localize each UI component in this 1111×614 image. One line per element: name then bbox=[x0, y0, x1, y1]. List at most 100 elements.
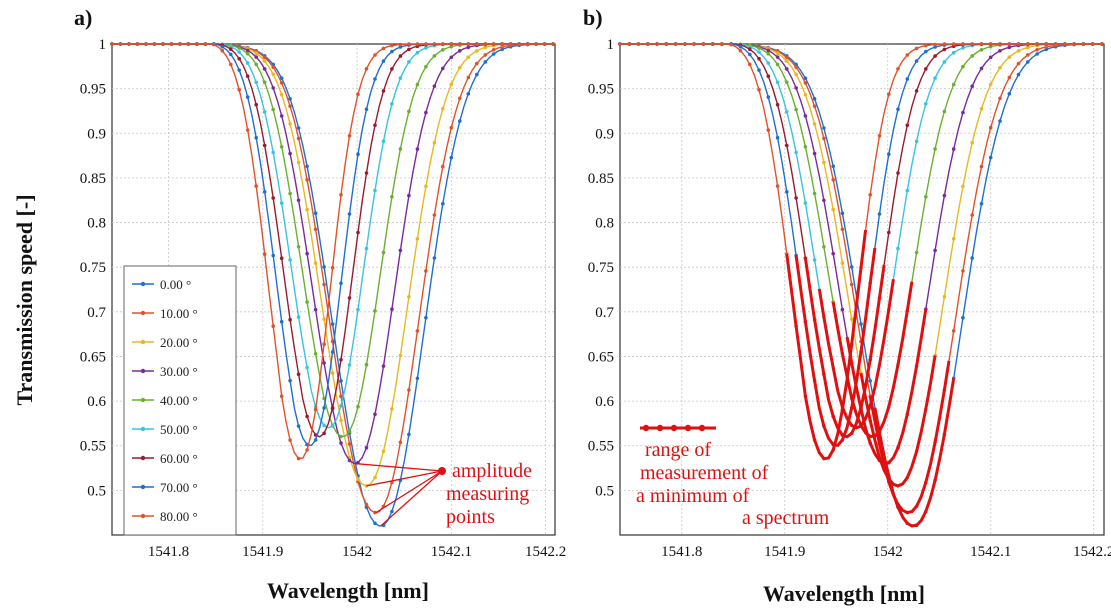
data-point bbox=[701, 42, 706, 46]
data-point bbox=[905, 123, 910, 127]
x-tick-label: 1541.9 bbox=[764, 544, 805, 560]
data-point bbox=[415, 237, 420, 241]
data-point bbox=[1007, 55, 1012, 59]
data-point bbox=[988, 55, 993, 60]
data-point bbox=[339, 394, 343, 399]
data-point bbox=[1035, 42, 1039, 46]
y-tick-label: 0.95 bbox=[80, 82, 106, 98]
data-point bbox=[970, 42, 974, 46]
data-point bbox=[840, 227, 845, 232]
data-point bbox=[803, 201, 808, 205]
data-point bbox=[364, 67, 369, 71]
data-point bbox=[390, 67, 394, 71]
data-point bbox=[961, 110, 965, 115]
data-point bbox=[1007, 42, 1012, 46]
data-point bbox=[766, 61, 771, 65]
data-point bbox=[313, 227, 318, 232]
data-point bbox=[262, 252, 267, 256]
panel-label-a: a) bbox=[74, 5, 92, 30]
data-point bbox=[271, 324, 276, 329]
legend-label: 60.00 ° bbox=[160, 451, 198, 466]
x-tick-label: 1542.2 bbox=[1073, 544, 1111, 560]
y-tick-label: 0.7 bbox=[595, 305, 614, 321]
x-tick-label: 1542.1 bbox=[970, 544, 1011, 560]
data-point bbox=[322, 317, 326, 321]
data-point bbox=[812, 151, 817, 156]
data-point bbox=[449, 82, 454, 87]
data-point bbox=[483, 45, 488, 50]
legend-label: 70.00 ° bbox=[160, 480, 198, 495]
data-point bbox=[441, 107, 445, 111]
data-point bbox=[322, 342, 326, 347]
data-point bbox=[475, 72, 479, 77]
data-point bbox=[407, 432, 411, 437]
data-point bbox=[738, 48, 743, 53]
data-point bbox=[347, 363, 352, 367]
data-point bbox=[896, 107, 900, 111]
data-point bbox=[245, 74, 250, 78]
data-point bbox=[466, 42, 471, 46]
data-point bbox=[748, 47, 752, 51]
data-point bbox=[229, 52, 233, 57]
data-point bbox=[951, 50, 956, 55]
data-point bbox=[849, 282, 854, 287]
data-point bbox=[424, 64, 428, 69]
data-point bbox=[322, 431, 326, 436]
data-point bbox=[979, 42, 984, 46]
data-point bbox=[364, 171, 369, 175]
data-point bbox=[271, 253, 276, 258]
data-point bbox=[398, 147, 403, 151]
data-point bbox=[271, 72, 276, 77]
data-point bbox=[330, 371, 335, 375]
legend-label: 20.00 ° bbox=[160, 335, 198, 350]
data-point bbox=[831, 207, 835, 212]
y-tick-label: 0.85 bbox=[588, 171, 614, 187]
data-point bbox=[432, 256, 437, 260]
data-point bbox=[296, 198, 301, 203]
data-point bbox=[296, 126, 301, 130]
data-point bbox=[775, 80, 780, 85]
data-point bbox=[279, 394, 284, 399]
data-point bbox=[288, 122, 292, 126]
data-point bbox=[785, 55, 789, 60]
data-point bbox=[432, 54, 437, 58]
data-point bbox=[1007, 75, 1012, 80]
data-point bbox=[720, 42, 724, 46]
data-point bbox=[998, 65, 1002, 70]
data-point bbox=[458, 49, 462, 53]
data-point bbox=[988, 42, 993, 46]
data-point bbox=[738, 44, 743, 49]
data-point bbox=[271, 107, 276, 112]
data-point bbox=[262, 55, 267, 60]
data-point bbox=[887, 230, 891, 235]
data-point bbox=[766, 48, 771, 53]
data-point bbox=[822, 245, 826, 249]
legend-marker bbox=[140, 310, 146, 316]
data-point bbox=[840, 261, 845, 265]
data-point bbox=[508, 42, 513, 46]
data-point bbox=[794, 150, 798, 155]
data-point bbox=[683, 42, 687, 46]
data-point bbox=[1016, 61, 1021, 66]
data-point bbox=[868, 193, 872, 197]
data-point bbox=[390, 509, 394, 514]
annotation-leader bbox=[380, 470, 443, 527]
data-point bbox=[933, 76, 937, 80]
data-point bbox=[933, 147, 937, 151]
data-point bbox=[322, 265, 326, 269]
data-point bbox=[381, 59, 386, 63]
legend-label: 50.00 ° bbox=[160, 422, 198, 437]
data-point bbox=[627, 42, 632, 46]
data-point bbox=[262, 143, 267, 148]
data-point bbox=[785, 190, 789, 194]
data-point bbox=[407, 109, 411, 114]
data-point bbox=[942, 193, 947, 198]
data-point bbox=[951, 329, 956, 333]
annotation-marker bbox=[670, 424, 678, 432]
data-point bbox=[673, 42, 678, 46]
data-point bbox=[794, 107, 798, 112]
data-point bbox=[237, 68, 241, 72]
data-point bbox=[979, 164, 984, 169]
data-point bbox=[322, 282, 326, 287]
